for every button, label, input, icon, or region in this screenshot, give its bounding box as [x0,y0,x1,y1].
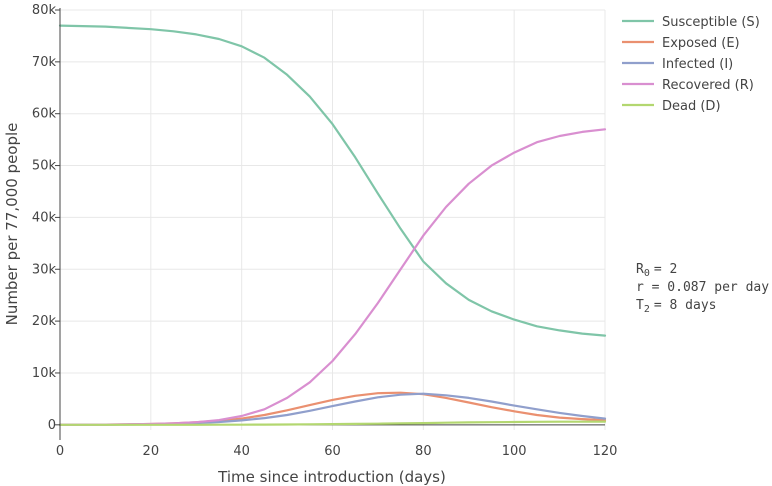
x-tick-label: 120 [593,444,618,459]
legend-label: Susceptible (S) [662,15,760,30]
t2-label: T [636,298,644,313]
x-tick-label: 20 [143,444,160,459]
x-tick-label: 100 [502,444,527,459]
growth-rate-annotation: r = 0.087 per day [636,280,769,295]
legend: Susceptible (S) Exposed (E) Infected (I) Re… [622,15,760,114]
x-tick-label: 0 [56,444,64,459]
x-axis-title: Time since introduction (days) [217,468,446,486]
y-tick-label: 80k [32,3,57,18]
legend-item-susceptible[interactable]: Susceptible (S) [622,15,760,30]
r0-subscript: 0 [644,268,650,279]
y-tick-label: 30k [32,262,57,277]
r0-value: = 2 [654,262,677,277]
y-tick-label: 50k [32,159,57,174]
legend-item-exposed[interactable]: Exposed (E) [622,36,740,51]
doubling-time-annotation: T2 = 8 days [636,298,716,315]
y-tick-label: 20k [32,314,57,329]
y-axis-title: Number per 77,000 people [3,123,21,326]
series-line-susceptible [58,24,607,337]
y-tick-label: 10k [32,366,57,381]
r0-annotation: R0 = 2 [636,262,677,279]
legend-label: Exposed (E) [662,36,740,51]
series-line-recovered [58,128,607,426]
legend-label: Dead (D) [662,99,721,114]
t2-value: = 8 days [654,298,717,313]
x-tick-label: 80 [415,444,432,459]
y-axis: 0 10k 20k 30k 40k 50k 60k 70k 80k [32,3,61,440]
x-axis: 0 20 40 60 80 100 120 [56,444,618,459]
y-tick-label: 70k [32,55,57,70]
r0-label: R [636,262,644,277]
series-line-dead [58,420,607,426]
y-tick-label: 0 [48,418,56,433]
legend-item-dead[interactable]: Dead (D) [622,99,721,114]
legend-label: Infected (I) [662,57,733,72]
legend-item-infected[interactable]: Infected (I) [622,57,733,72]
grid-lines [60,9,606,430]
y-tick-label: 40k [32,210,57,225]
legend-label: Recovered (R) [662,78,754,93]
x-tick-label: 40 [233,444,250,459]
y-tick-label: 60k [32,107,57,122]
t2-subscript: 2 [644,304,650,315]
legend-item-recovered[interactable]: Recovered (R) [622,78,754,93]
series-lines [58,24,607,426]
parameter-annotations: R0 = 2 r = 0.087 per day T2 = 8 days [636,262,769,315]
x-tick-label: 60 [324,444,341,459]
